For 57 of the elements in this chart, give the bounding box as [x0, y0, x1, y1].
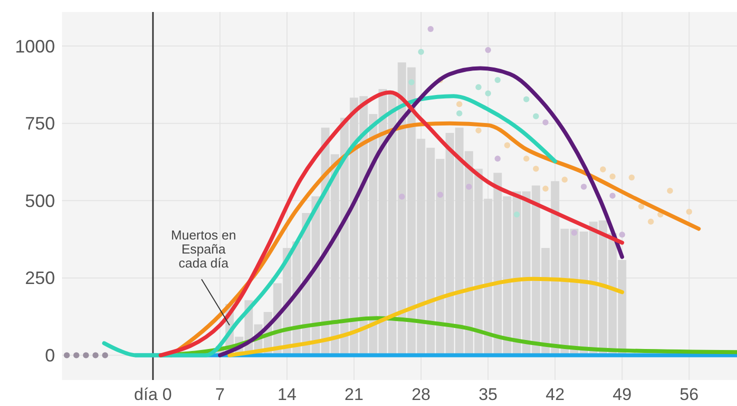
point: [610, 174, 616, 180]
line-series: [158, 90, 624, 358]
point: [523, 96, 530, 102]
point: [628, 174, 635, 180]
point: [437, 192, 444, 198]
point: [542, 119, 549, 126]
point: [562, 176, 568, 183]
point: [428, 26, 434, 32]
point: [485, 90, 492, 96]
point: [418, 48, 424, 55]
point: [542, 186, 549, 192]
point: [523, 156, 530, 162]
point: [494, 77, 501, 84]
point: [485, 47, 492, 54]
point: [532, 113, 539, 120]
y-tick-label: 500: [24, 190, 55, 211]
point: [580, 184, 587, 190]
point: [475, 84, 482, 90]
point: [504, 142, 510, 148]
y-tick-label: 750: [24, 114, 55, 134]
x-tick-label: 35: [478, 385, 498, 404]
point: [408, 79, 414, 86]
point: [610, 192, 616, 199]
point: [514, 212, 520, 218]
point: [666, 188, 673, 194]
point: [466, 184, 472, 190]
point: [92, 352, 99, 358]
x-tick-label: 28: [412, 385, 431, 404]
point: [102, 352, 108, 358]
point: [686, 208, 692, 215]
annotation: Muertos en España cada día: [171, 227, 236, 270]
point: [73, 352, 80, 358]
point: [619, 232, 626, 238]
point: [494, 156, 501, 162]
point: [475, 127, 482, 134]
x-tick-label: 21: [344, 385, 364, 404]
x-tick-label: 7: [215, 385, 225, 404]
x-tick-label: 56: [680, 385, 699, 404]
point: [456, 110, 462, 116]
x-tick-label: 49: [612, 385, 632, 404]
point: [532, 166, 539, 172]
point: [600, 166, 606, 172]
point: [82, 352, 89, 358]
point: [571, 230, 578, 236]
x-tick-label: 42: [546, 385, 565, 404]
y-tick-label: 0: [44, 346, 55, 366]
point: [456, 101, 462, 108]
y-tick-label: 250: [24, 268, 55, 288]
point: [648, 218, 654, 225]
point: [398, 194, 405, 200]
x-tick-label: día 0: [134, 385, 172, 404]
x-tick-label: 14: [278, 385, 296, 404]
line-series: [102, 94, 558, 358]
y-tick-label: 1000: [14, 36, 55, 56]
point: [64, 352, 70, 358]
line-series: [228, 276, 624, 358]
point: [638, 204, 644, 210]
